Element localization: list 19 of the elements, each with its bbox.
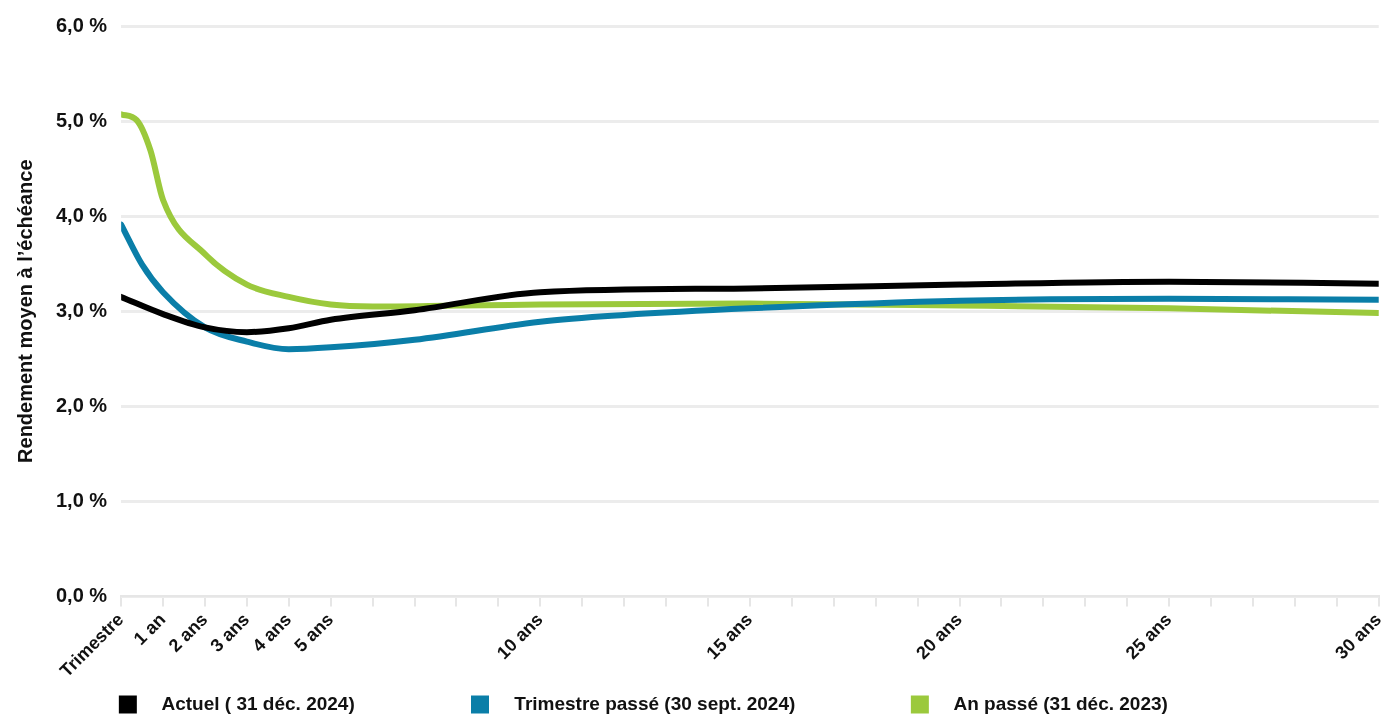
x-tick-label: 25 ans [1121,609,1176,664]
x-tick-label: 10 ans [492,609,547,664]
y-tick-label: 1,0 % [55,488,108,511]
y-tick-label: 3,0 % [55,298,108,321]
legend-label: Actuel ( 31 déc. 2024) [146,692,461,714]
y-tick-label: 5,0 % [55,108,108,131]
x-tick-label: 3 ans [206,609,254,656]
y-tick-label: 0,0 % [55,583,108,606]
y-tick-label: 6,0 % [55,13,108,36]
x-tick-label: 5 ans [290,609,338,656]
x-tick-label: 15 ans [702,609,757,664]
y-tick-label: 4,0 % [55,203,108,226]
y-tick-label: 2,0 % [55,393,108,416]
x-tick-label: 20 ans [912,609,966,664]
legend-label: Trimestre passé (30 sept. 2024) [498,692,901,714]
legend-label: An passé (31 déc. 2023) [938,692,1274,714]
x-tick-label: 30 ans [1331,609,1386,664]
y-axis-title: Rendement moyen à l’échéance [13,159,36,463]
x-tick-label: 1 an [129,609,170,649]
